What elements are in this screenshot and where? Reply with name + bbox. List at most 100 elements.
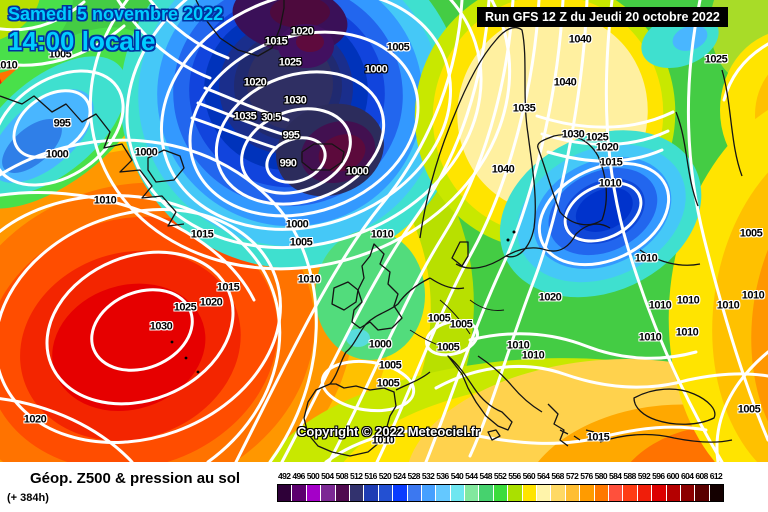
legend-value: 600 [666, 471, 680, 481]
legend-value: 508 [335, 471, 349, 481]
pressure-label: 1040 [568, 33, 592, 46]
pressure-label: 1010 [297, 273, 321, 286]
pressure-label: 1005 [449, 318, 473, 331]
legend-value: 516 [364, 471, 377, 481]
pressure-label: 1000 [134, 146, 158, 159]
pressure-label: 1020 [595, 141, 619, 154]
legend-value: 580 [594, 471, 608, 481]
legend-swatch [652, 485, 667, 501]
pressure-label: 1010 [638, 331, 662, 344]
legend-value: 604 [680, 471, 694, 481]
pressure-label: 1020 [23, 413, 47, 426]
pressure-label: 1015 [264, 35, 288, 48]
legend-swatch [709, 485, 724, 501]
copyright-notice: Copyright © 2022 Meteociel.fr [297, 424, 480, 439]
legend-value: 532 [421, 471, 435, 481]
legend-swatch [306, 485, 322, 501]
pressure-label: 1025 [278, 56, 302, 69]
legend-value: 564 [537, 471, 550, 481]
legend-value: 592 [637, 471, 651, 481]
legend-swatch [407, 485, 422, 501]
pressure-label: 1010 [93, 194, 117, 207]
pressure-label: 1010 [506, 339, 530, 352]
pressure-label: 1000 [368, 338, 392, 351]
pressure-label: 1010 [648, 299, 672, 312]
pressure-label: 1010 [0, 59, 18, 72]
model-run-info: Run GFS 12 Z du Jeudi 20 octobre 2022 [477, 7, 728, 27]
pressure-label: 1020 [199, 296, 223, 309]
legend-swatch [680, 485, 696, 501]
legend-swatch [349, 485, 365, 501]
legend-swatch [565, 485, 581, 501]
pressure-label: 990 [279, 157, 297, 170]
pressure-label: 1000 [285, 218, 309, 231]
legend-value: 596 [652, 471, 665, 481]
pressure-label: 1000 [364, 63, 388, 76]
pressure-label: 1000 [345, 165, 369, 178]
legend-swatch [666, 485, 681, 501]
pressure-label: 1005 [376, 377, 400, 390]
legend-value: 512 [349, 471, 363, 481]
legend-value: 524 [393, 471, 406, 481]
legend-value: 612 [709, 471, 723, 481]
pressure-label: 1040 [491, 163, 515, 176]
legend-value: 536 [436, 471, 449, 481]
pressure-label: 1005 [739, 227, 763, 240]
pressure-label: 1005 [48, 48, 72, 61]
pressure-label: 1005 [436, 341, 460, 354]
pressure-label: 1020 [290, 25, 314, 38]
legend-value: 584 [608, 471, 622, 481]
pressure-label: 1005 [378, 359, 402, 372]
pressure-label: 1020 [243, 76, 267, 89]
legend-value: 556 [508, 471, 521, 481]
legend-value: 504 [321, 471, 334, 481]
z500-pressure-chart [0, 0, 768, 462]
legend-swatch [608, 485, 624, 501]
legend-swatch [436, 485, 451, 501]
pressure-label: 1010 [676, 294, 700, 307]
legend-swatch [321, 485, 336, 501]
pressure-label: 1020 [538, 291, 562, 304]
legend-value: 576 [580, 471, 593, 481]
pressure-label: 1000 [45, 148, 69, 161]
pressure-label: 1005 [289, 236, 313, 249]
pressure-label: 995 [53, 117, 71, 130]
pressure-label: 1025 [585, 131, 609, 144]
pressure-label: 1005 [386, 41, 410, 54]
legend-swatch [508, 485, 523, 501]
legend-value: 496 [292, 471, 305, 481]
pressure-label: 1030 [561, 128, 585, 141]
pressure-label: 1010 [675, 326, 699, 339]
legend-value: 528 [407, 471, 421, 481]
legend-value: 608 [695, 471, 708, 481]
pressure-label: 1010 [521, 349, 545, 362]
legend-swatch [335, 485, 350, 501]
pressure-label: 1005 [737, 403, 761, 416]
pressure-label: 1035 [233, 110, 257, 123]
legend-swatch [278, 485, 293, 501]
forecast-date: Samedi 5 novembre 2022 [8, 4, 224, 24]
legend-swatch [522, 485, 538, 501]
legend-swatch [364, 485, 379, 501]
legend-swatch [594, 485, 609, 501]
legend-swatch [493, 485, 509, 501]
legend-value: 572 [565, 471, 579, 481]
legend-value: 560 [522, 471, 536, 481]
legend-value: 548 [479, 471, 492, 481]
legend-swatch [378, 485, 394, 501]
legend-swatch [537, 485, 552, 501]
legend-swatch [393, 485, 408, 501]
legend-swatch [551, 485, 566, 501]
legend-value: 568 [551, 471, 564, 481]
pressure-label: 1015 [216, 281, 240, 294]
pressure-label: 1015 [190, 228, 214, 241]
pressure-label: 1015 [599, 156, 623, 169]
pressure-label: 1010 [634, 252, 658, 265]
legend-value: 544 [465, 471, 478, 481]
legend-value: 492 [278, 471, 291, 481]
legend-value: 540 [450, 471, 464, 481]
pressure-label: 1005 [427, 312, 451, 325]
legend-bar: Géop. Z500 & pression au sol (+ 384h) 49… [0, 462, 768, 512]
legend-value: 588 [623, 471, 636, 481]
